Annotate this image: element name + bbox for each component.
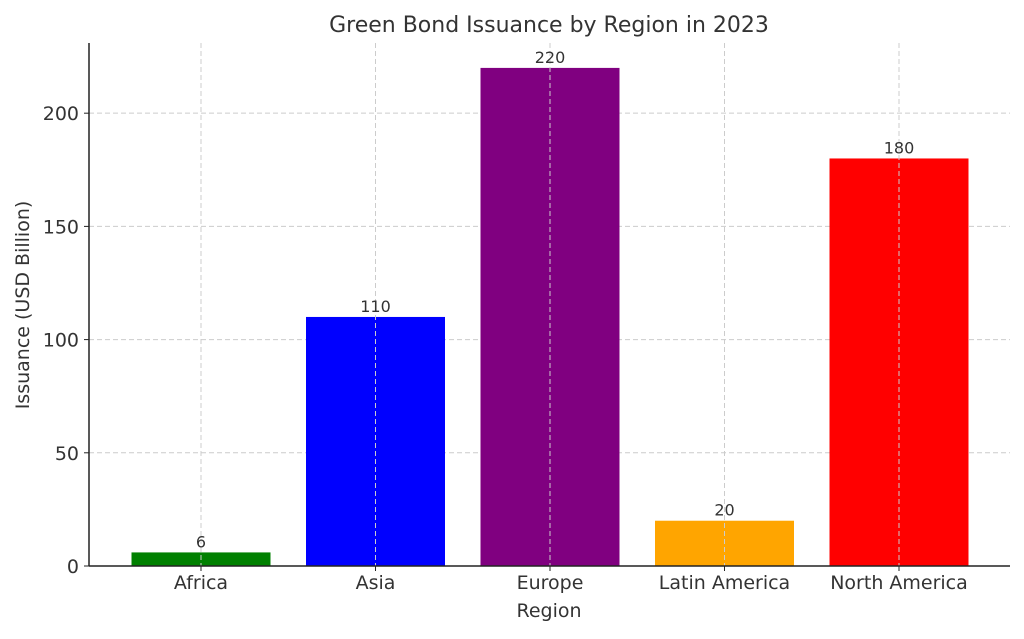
data-label: 220 [535,48,566,67]
chart-title: Green Bond Issuance by Region in 2023 [329,13,769,38]
x-tick-label: Latin America [659,572,790,594]
data-label: 110 [360,297,391,316]
x-tick-label: Europe [517,572,584,594]
y-axis-label: Issuance (USD Billion) [12,201,34,410]
x-tick-label: Africa [174,572,228,594]
y-tick-label: 200 [43,103,79,125]
data-label: 20 [714,501,734,520]
vertical-grid [200,43,900,566]
x-tick-label: North America [830,572,968,594]
y-axis-ticks: 0 50 100 150 200 [43,103,89,578]
bar-asia [306,316,445,566]
x-axis-label: Region [516,600,581,622]
y-tick-label: 0 [67,556,79,578]
bar-north-america [829,158,969,566]
y-tick-label: 50 [55,443,79,465]
y-tick-label: 150 [43,216,79,238]
x-tick-label: Asia [356,572,396,594]
data-label: 180 [884,138,915,157]
data-labels: 6 110 220 20 180 [196,48,914,552]
y-tick-label: 100 [43,330,79,352]
x-axis-ticks: Africa Asia Europe Latin America North Ameri… [174,566,968,594]
data-label: 6 [196,532,206,551]
